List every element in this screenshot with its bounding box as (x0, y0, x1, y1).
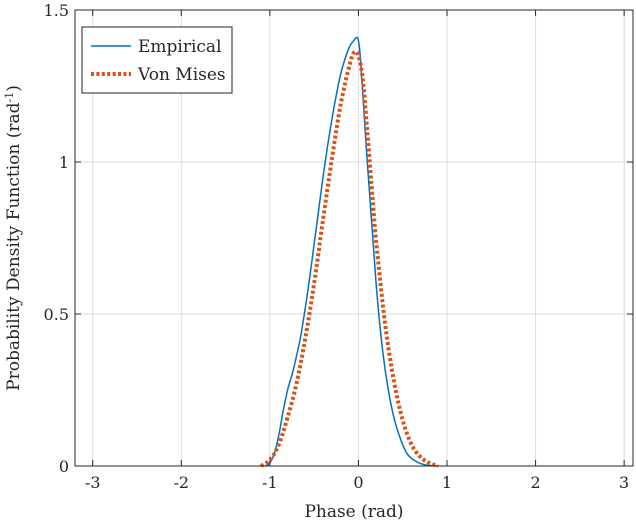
series-line-von-mises (259, 49, 439, 468)
x-tick-label: 1 (442, 473, 452, 492)
series-line-empirical (265, 36, 439, 467)
x-tick-label: -1 (262, 473, 278, 492)
x-axis-label: Phase (rad) (304, 502, 403, 522)
y-tick-label: 1 (59, 153, 69, 172)
y-axis-label-main: Probability Density Function (rad (4, 102, 24, 390)
y-axis-label-superscript: -1 (3, 92, 16, 103)
legend-label-empirical: Empirical (138, 37, 222, 57)
x-tick-label: -2 (173, 473, 189, 492)
tick-labels: -3 -2 -1 0 1 2 3 0 0.5 1 1.5 (44, 1, 630, 492)
y-axis-label-end: ) (4, 85, 24, 92)
legend-label-von-mises: Von Mises (137, 65, 226, 85)
y-tick-label: 0 (59, 457, 69, 476)
tick-marks (75, 9, 633, 467)
x-tick-label: -3 (85, 473, 101, 492)
plot-frame (74, 9, 634, 467)
y-axis-label: Probability Density Function (rad-1) (3, 85, 25, 391)
series-layer (259, 36, 439, 468)
x-tick-label: 3 (619, 473, 629, 492)
y-tick-label: 1.5 (44, 1, 69, 20)
x-tick-label: 2 (530, 473, 540, 492)
legend-box (81, 26, 233, 94)
legend: Empirical Von Mises (81, 26, 233, 94)
x-tick-label: 0 (353, 473, 363, 492)
y-tick-label: 0.5 (44, 305, 69, 324)
